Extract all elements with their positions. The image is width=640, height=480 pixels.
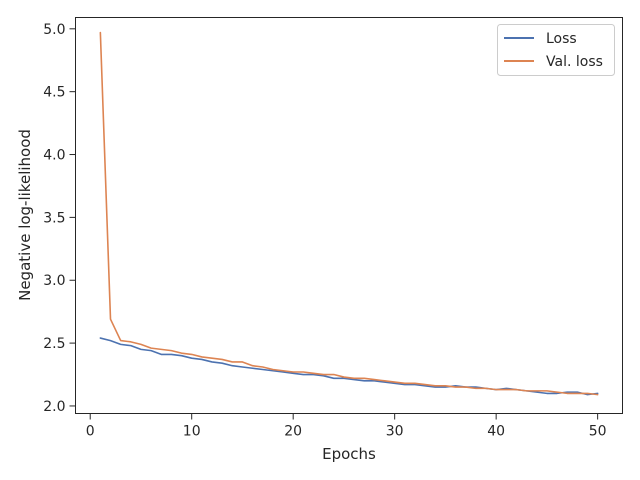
- x-tick-label: 30: [386, 424, 404, 440]
- y-tick-label: 2.0: [43, 399, 65, 415]
- y-tick-label: 4.5: [43, 85, 65, 101]
- y-tick-label: 3.5: [43, 210, 65, 226]
- y-tick-label: 4.0: [43, 148, 65, 164]
- series-line-val-loss: [99, 31, 599, 396]
- legend-label-val-loss: Val. loss: [546, 54, 603, 70]
- y-tick-label: 3.0: [43, 273, 65, 289]
- x-tick-label: 0: [86, 424, 95, 440]
- series-layer: [99, 31, 599, 396]
- legend: Loss Val. loss: [497, 24, 615, 76]
- x-tick-label: 50: [589, 424, 607, 440]
- y-axis-label: Negative log-likelihood: [16, 129, 34, 301]
- x-axis-label: Epochs: [322, 445, 376, 463]
- x-tick-label: 20: [284, 424, 302, 440]
- x-tick-label: 40: [487, 424, 505, 440]
- y-tick-label: 2.5: [43, 336, 65, 352]
- x-tick-label: 10: [183, 424, 201, 440]
- plot-area: [75, 17, 623, 414]
- y-axis: 2.0 2.5 3.0 3.5 4.0 4.5 5.0: [43, 22, 76, 415]
- x-axis: 0 10 20 30 40 50: [86, 413, 607, 440]
- legend-label-loss: Loss: [546, 31, 577, 47]
- y-tick-label: 5.0: [43, 22, 65, 38]
